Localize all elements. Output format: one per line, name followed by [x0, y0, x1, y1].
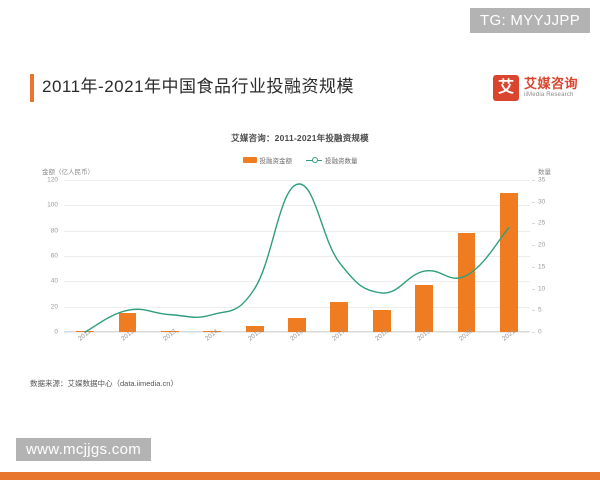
bar-2020[interactable] — [457, 233, 476, 332]
gridline — [64, 332, 530, 333]
y-axis-label-right: 数量 — [538, 169, 551, 176]
y-axis-tick-right: 5 — [538, 306, 542, 314]
legend-line-marker-icon — [306, 157, 322, 164]
y-axis-tick-left: 60 — [50, 252, 58, 260]
bar-2019[interactable] — [415, 285, 433, 332]
legend-item-count[interactable]: 投融资数量 — [306, 155, 358, 165]
page-title: 2011年-2021年中国食品行业投融资规模 — [42, 77, 355, 96]
logo-name-en: iiMedia Research — [523, 91, 574, 98]
bar-2012[interactable] — [118, 313, 137, 332]
legend-label-amount: 投融资金额 — [259, 158, 293, 165]
gridline — [64, 205, 530, 207]
gridline — [64, 281, 530, 283]
y-axis-tick-mark-right — [532, 223, 535, 225]
y-axis-tick-left: 0 — [54, 328, 58, 336]
y-axis-tick-left: 120 — [47, 176, 58, 184]
bar-2021[interactable] — [499, 192, 518, 332]
plot-area: 0 20 40 60 80 100 120 0 5 10 15 20 25 30 35 金额（亿人民币） 数量 2… — [42, 169, 551, 343]
logo-mark-icon: 艾 — [492, 75, 519, 101]
gridline — [64, 256, 530, 257]
logo-name-cn: 艾媒咨询 — [523, 75, 578, 91]
report-header: 2011年-2021年中国食品行业投融资规模 艾 艾媒咨询 iiMedia Re… — [0, 66, 600, 118]
y-axis-tick-right: 25 — [538, 219, 546, 227]
y-axis-label-left: 金额（亿人民币） — [42, 169, 94, 176]
bar-2018[interactable] — [372, 310, 391, 332]
y-axis-tick-left: 40 — [50, 277, 58, 285]
bar-2015[interactable] — [245, 325, 264, 332]
bar-2013[interactable] — [161, 330, 179, 332]
y-axis-tick-right: 0 — [538, 328, 542, 336]
bar-2016[interactable] — [288, 318, 306, 332]
title-accent-bar — [30, 74, 34, 102]
y-axis-tick-mark-right — [532, 266, 535, 268]
gridline — [64, 230, 530, 232]
y-axis-tick-right: 15 — [538, 263, 546, 271]
y-axis-tick-mark-right — [532, 332, 535, 333]
gridline — [64, 306, 530, 308]
chart-container: 艾媒咨询：2011-2021年投融资规模 投融资金额 投融资数量 0 20 40 60… — [0, 132, 600, 372]
legend-bar-swatch-icon — [242, 157, 257, 163]
bottom-accent-rule — [0, 472, 600, 480]
y-axis-tick-mark-right — [532, 180, 535, 181]
bar-2017[interactable] — [330, 301, 349, 332]
y-axis-tick-mark-right — [532, 288, 535, 290]
watermark-bottom: www.mcjjgs.com — [16, 438, 152, 461]
chart-title: 艾媒咨询：2011-2021年投融资规模 — [231, 133, 369, 143]
legend-label-count: 投融资数量 — [325, 158, 358, 165]
gridline — [64, 180, 530, 181]
logo-text: 艾媒咨询 iiMedia Research — [523, 75, 578, 100]
legend-item-amount[interactable]: 投融资金额 — [242, 155, 293, 165]
y-axis-tick-left: 100 — [47, 201, 58, 209]
chart-legend: 投融资金额 投融资数量 — [0, 155, 600, 165]
y-axis-tick-left: 20 — [50, 303, 58, 311]
bar-2014[interactable] — [203, 330, 222, 332]
line-series-count — [84, 183, 510, 333]
y-axis-tick-right: 10 — [538, 285, 546, 293]
y-axis-tick-right: 20 — [538, 241, 546, 249]
source-note: 数据来源：艾媒数据中心（data.iimedia.cn） — [30, 379, 178, 388]
watermark-top: TG: MYYJJPP — [470, 8, 590, 33]
y-axis-tick-mark-right — [532, 245, 535, 247]
y-axis-tick-mark-right — [532, 310, 535, 312]
y-axis-tick-left: 80 — [50, 227, 58, 235]
y-axis-tick-mark-right — [532, 201, 535, 203]
y-axis-tick-right: 35 — [538, 176, 546, 184]
y-axis-tick-right: 30 — [538, 198, 546, 206]
brand-logo: 艾 艾媒咨询 iiMedia Research — [492, 68, 578, 108]
